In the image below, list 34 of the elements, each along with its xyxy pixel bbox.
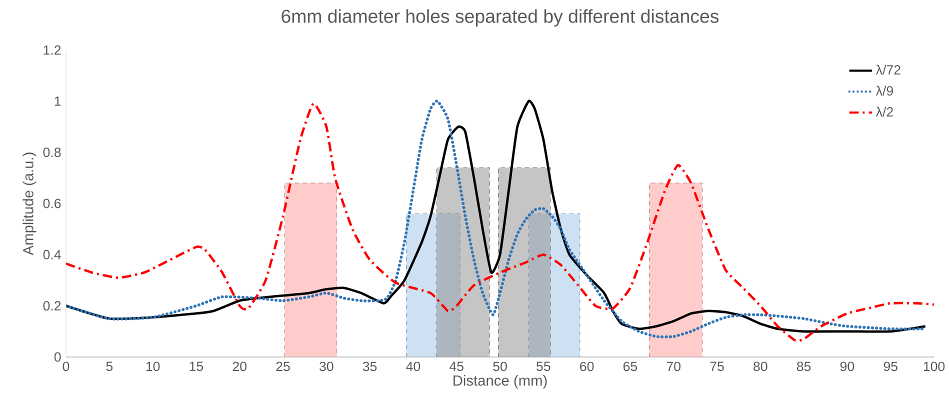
x-tick-label: 45 [450,362,464,371]
x-tick-label: 15 [190,362,204,371]
x-tick-label: 20 [232,362,247,372]
x-axis-title: Distance (mm) [454,374,547,389]
legend-label: λ/72 [876,64,900,75]
y-tick-label: 0.2 [43,301,61,311]
x-tick-label: 25 [276,362,290,372]
x-tick-label: 80 [754,362,768,372]
x-tick-label: 5 [106,362,113,371]
x-tick-label: 95 [884,362,898,372]
y-axis-title: Amplitude (a.u.) [22,152,36,256]
y-tick-label: 1.2 [44,45,61,55]
y-tick-label: 0 [54,352,61,362]
y-tick-label: 0.8 [43,148,61,158]
y-tick-label: 1 [54,96,61,106]
x-tick-label: 0 [62,362,70,372]
x-tick-label: 90 [840,362,854,372]
x-tick-label: 85 [796,362,811,372]
x-tick-label: 30 [319,362,334,372]
x-tick-label: 65 [623,362,638,372]
y-tick-label: 0.4 [43,250,61,260]
y-tick-label: 0.6 [43,198,61,208]
x-tick-label: 50 [493,362,507,372]
x-tick-label: 10 [146,362,160,372]
x-tick-label: 75 [710,362,724,371]
legend-label: λ/9 [876,86,893,96]
x-tick-label: 35 [362,362,377,372]
x-tick-label: 70 [666,362,681,372]
x-tick-label: 100 [924,362,945,372]
x-tick-label: 40 [406,362,420,372]
x-tick-label: 60 [580,362,594,372]
legend-label: λ/2 [876,106,893,117]
x-tick-label: 55 [536,362,550,371]
chart-title: 6mm diameter holes separated by different distances [282,9,719,27]
